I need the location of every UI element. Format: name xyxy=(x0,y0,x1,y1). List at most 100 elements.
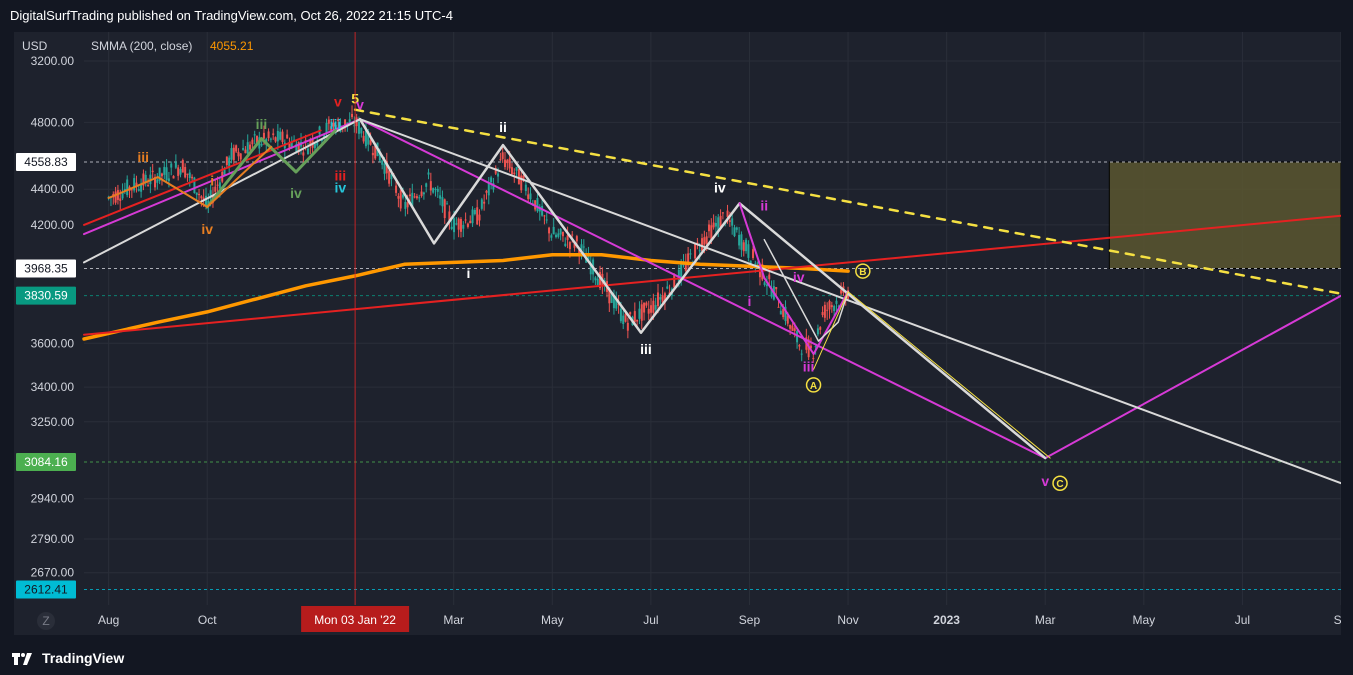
candle-body xyxy=(408,194,411,197)
wave-label-circled: C xyxy=(1052,475,1068,491)
candle-body xyxy=(830,305,833,308)
time-tick-label: May xyxy=(1132,613,1155,627)
candle-body xyxy=(573,243,576,248)
candle-body xyxy=(158,167,161,181)
price-axis[interactable]: 3200.00 4800.00 4400.00 4200.00 3600.00 3400.… xyxy=(16,54,76,599)
candle-body xyxy=(369,140,372,145)
candle-body xyxy=(826,309,829,311)
price-chart[interactable]: iiiiiiiiiv5viiiviiiiiiiviviviiiiiiviiivB… xyxy=(14,32,1341,635)
candle-body xyxy=(207,200,210,205)
candle-body xyxy=(181,159,184,173)
candle-body xyxy=(357,121,360,134)
candle-body xyxy=(647,308,650,314)
candle-body xyxy=(636,319,639,322)
candle-body xyxy=(163,166,166,175)
wave-label: iv xyxy=(290,185,302,201)
candle-body xyxy=(793,328,796,332)
candle-body xyxy=(239,153,242,160)
candle-body xyxy=(147,185,150,187)
candle-body xyxy=(476,207,479,225)
candle-body xyxy=(237,151,240,157)
price-marker-label: 3968.35 xyxy=(24,261,68,275)
candle-body xyxy=(390,174,393,180)
tradingview-logo[interactable]: TradingView xyxy=(12,650,124,666)
price-tick-label: 3400.00 xyxy=(31,380,75,394)
candle-body xyxy=(253,134,256,136)
candle-body xyxy=(791,325,794,331)
candle-body xyxy=(740,234,743,250)
candle-body xyxy=(543,215,546,217)
candle-body xyxy=(228,157,231,167)
candle-body xyxy=(779,310,782,315)
candle-body xyxy=(798,345,801,347)
wave-label: i xyxy=(748,293,752,309)
candle-body xyxy=(480,199,483,209)
candle-body xyxy=(478,214,481,221)
candle-body xyxy=(571,234,574,236)
candle-body xyxy=(418,197,421,199)
candle-body xyxy=(179,168,182,175)
candle-body xyxy=(717,217,720,232)
candle-body xyxy=(459,219,462,232)
candle-body xyxy=(225,156,228,166)
candle-body xyxy=(471,209,474,224)
candle-body xyxy=(499,159,502,161)
candle-body xyxy=(167,178,170,181)
candle-body xyxy=(469,220,472,224)
grid-lines xyxy=(84,32,1341,605)
time-tick-label: Sep xyxy=(739,613,761,627)
candle-body xyxy=(209,190,212,199)
wave-label-circled: B xyxy=(855,263,871,279)
candle-body xyxy=(279,131,282,140)
candle-body xyxy=(137,189,140,191)
candle-body xyxy=(582,246,585,248)
candle-body xyxy=(235,145,238,152)
timezone-button[interactable]: Z xyxy=(37,612,55,630)
candle-body xyxy=(745,239,748,252)
candle-body xyxy=(383,163,386,174)
time-axis[interactable]: Aug Oct Mon 03 Jan '22 Mar May Jul Sep Nov 2023 M… xyxy=(98,606,1341,632)
wave-label: iii xyxy=(256,116,268,132)
candle-body xyxy=(508,158,511,169)
trend-line xyxy=(763,238,849,342)
candle-body xyxy=(714,223,717,227)
candle-body xyxy=(689,253,692,255)
wave-label: iv xyxy=(714,180,726,196)
candle-body xyxy=(580,244,583,251)
candle-body xyxy=(497,173,500,177)
candle-body xyxy=(170,163,173,168)
candle-body xyxy=(191,176,194,179)
candle-body xyxy=(420,191,423,197)
candle-body xyxy=(415,196,418,199)
wave-label: v xyxy=(356,97,364,113)
candle-body xyxy=(728,220,731,222)
candle-body xyxy=(202,197,205,201)
candle-body xyxy=(200,196,203,199)
target-box xyxy=(1108,161,1341,269)
wave-label-letter: A xyxy=(810,381,817,392)
candle-body xyxy=(652,300,655,313)
candle-body xyxy=(819,327,822,330)
wave-label: iii xyxy=(640,341,652,357)
target-zone-rect xyxy=(1108,161,1341,269)
candle-body xyxy=(276,130,279,142)
candle-body xyxy=(624,313,627,322)
candle-body xyxy=(374,145,377,159)
candle-body xyxy=(306,148,309,155)
smma-line xyxy=(82,252,850,341)
candle-body xyxy=(327,119,330,124)
price-tick-label: 4200.00 xyxy=(31,218,75,232)
candle-body xyxy=(381,160,384,165)
footer-brand: TradingView xyxy=(42,649,125,666)
wave-label: i xyxy=(467,265,471,281)
candle-body xyxy=(731,218,734,226)
candle-body xyxy=(323,134,326,139)
candle-body xyxy=(548,227,551,234)
candle-body xyxy=(399,190,402,209)
candle-body xyxy=(466,223,469,227)
price-marker: 4558.83 xyxy=(16,152,76,171)
trend-line xyxy=(358,117,1047,460)
candle-body xyxy=(589,263,592,275)
candle-body xyxy=(814,346,817,348)
candle-body xyxy=(733,227,736,237)
